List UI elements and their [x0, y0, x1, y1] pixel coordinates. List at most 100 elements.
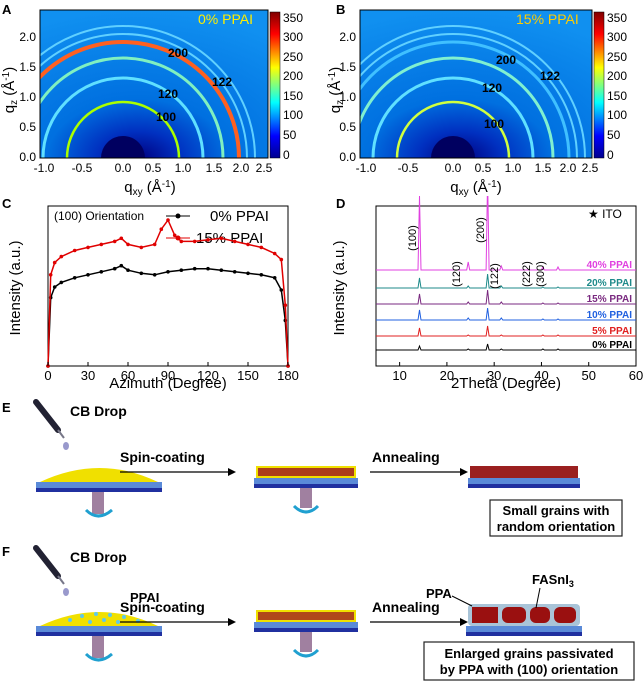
- step-label: Spin-coating: [120, 449, 205, 465]
- peak-label: (300): [535, 261, 547, 287]
- chart-title: (100) Orientation: [54, 209, 144, 223]
- panel-letter-e: E: [2, 400, 11, 415]
- data-point: [52, 260, 57, 265]
- data-point: [259, 273, 264, 277]
- cbar-tick: 150: [607, 89, 627, 103]
- y-tick: 0.0: [339, 150, 356, 164]
- cbar-tick: 300: [607, 30, 627, 44]
- y-tick: 0.5: [339, 120, 356, 134]
- data-point: [52, 285, 57, 289]
- data-point: [126, 242, 130, 247]
- data-point: [152, 273, 157, 277]
- y-tick: 1.5: [339, 60, 356, 74]
- series-line: [47, 264, 289, 367]
- data-point: [99, 270, 104, 274]
- x-tick: 40: [534, 368, 548, 383]
- xrd-trace: [376, 289, 636, 305]
- small-grains: [258, 612, 354, 620]
- step-label: Annealing: [372, 599, 440, 615]
- panel-letter-b: B: [336, 2, 346, 17]
- process-diagram-f: CB Drop PPAI Spin-coating Annealing PPA …: [33, 545, 635, 681]
- data-point: [99, 242, 104, 247]
- cbar-tick: 300: [283, 30, 303, 44]
- legend-item: 0% PPAI: [210, 208, 269, 225]
- data-point: [179, 239, 184, 244]
- data-point: [119, 236, 124, 241]
- large-grain: [554, 607, 576, 623]
- data-point: [279, 288, 284, 292]
- cbar-tick: 50: [283, 128, 297, 142]
- x-axis-label: 2Theta (Degree): [451, 375, 561, 392]
- x-tick: 180: [277, 368, 299, 383]
- sample-label: 15% PPAI: [516, 11, 579, 27]
- cbar-tick: 50: [607, 128, 621, 142]
- data-point: [139, 271, 144, 276]
- xrd-trace: [376, 273, 636, 289]
- data-point: [139, 245, 144, 250]
- x-tick: 2.5: [256, 161, 273, 175]
- ppa-label: PPA: [426, 586, 452, 601]
- xrd-trace: [376, 325, 636, 337]
- y-tick: 0.0: [19, 150, 36, 164]
- large-grain: [502, 607, 526, 623]
- data-point: [206, 266, 210, 271]
- cbar-tick: 100: [283, 108, 303, 122]
- trace-label: 40% PPAI: [587, 260, 633, 271]
- gisaxs-panel-b: 0.0 0.5 1.0 1.5 2.0 -1.0 -0.5 0.0 0.5 1.…: [327, 9, 627, 198]
- step-label: Spin-coating: [120, 599, 205, 615]
- rotation-arrow-icon: [292, 648, 320, 658]
- fasni-label: FASnI3: [532, 572, 574, 589]
- x-tick: 2.0: [233, 161, 250, 175]
- x-tick: 0.5: [145, 161, 162, 175]
- trace-label: 20% PPAI: [587, 278, 633, 289]
- peak-label: (200): [475, 217, 487, 243]
- y-tick: 1.5: [19, 60, 36, 74]
- data-point: [166, 270, 170, 274]
- data-point: [72, 248, 77, 253]
- cbar-tick: 100: [607, 108, 627, 122]
- large-grain: [530, 607, 550, 623]
- cbar-tick: 0: [607, 148, 614, 162]
- azimuth-chart: (100) Orientation 0% PPAI 15% PPAI 0 30 60…: [7, 205, 299, 392]
- peak-label: 120: [482, 81, 502, 95]
- x-axis-label: Azimuth (Degree): [109, 375, 227, 392]
- cbar-tick: 200: [607, 69, 627, 83]
- series-line: [47, 218, 289, 367]
- x-tick: 60: [121, 368, 135, 383]
- data-point: [219, 236, 224, 241]
- x-tick: 30: [487, 368, 501, 383]
- x-tick: 120: [197, 368, 219, 383]
- peak-label: 100: [156, 110, 176, 124]
- x-tick: -1.0: [34, 161, 55, 175]
- drop-label: CB Drop: [70, 549, 127, 565]
- legend-item: 15% PPAI: [196, 230, 263, 247]
- x-tick: 2.5: [582, 161, 599, 175]
- legend-marker: [175, 213, 181, 219]
- result-text: by PPA with (100) orientation: [440, 662, 618, 677]
- cbar-tick: 350: [607, 11, 627, 25]
- x-tick: 1.0: [175, 161, 192, 175]
- peak-label: 200: [168, 46, 188, 60]
- data-point: [112, 239, 117, 244]
- substrate: [36, 482, 162, 488]
- substrate: [36, 626, 162, 632]
- x-tick: 30: [81, 368, 95, 383]
- data-point: [279, 257, 284, 262]
- x-tick: 1.5: [206, 161, 223, 175]
- data-point: [283, 303, 288, 307]
- result-text: random orientation: [497, 519, 616, 534]
- step-label: Annealing: [372, 449, 440, 465]
- y-tick: 1.0: [339, 90, 356, 104]
- xrd-trace: [376, 196, 636, 271]
- data-point: [86, 273, 90, 277]
- data-point: [172, 233, 177, 238]
- x-tick: 1.0: [505, 161, 522, 175]
- peak-label: (120): [451, 261, 463, 287]
- data-point: [246, 242, 250, 247]
- data-point: [259, 245, 264, 250]
- x-tick: -1.0: [356, 161, 377, 175]
- data-point: [86, 245, 90, 250]
- panel-letter-c: C: [2, 196, 12, 211]
- cbar-tick: 0: [283, 148, 290, 162]
- y-tick: 2.0: [339, 30, 356, 44]
